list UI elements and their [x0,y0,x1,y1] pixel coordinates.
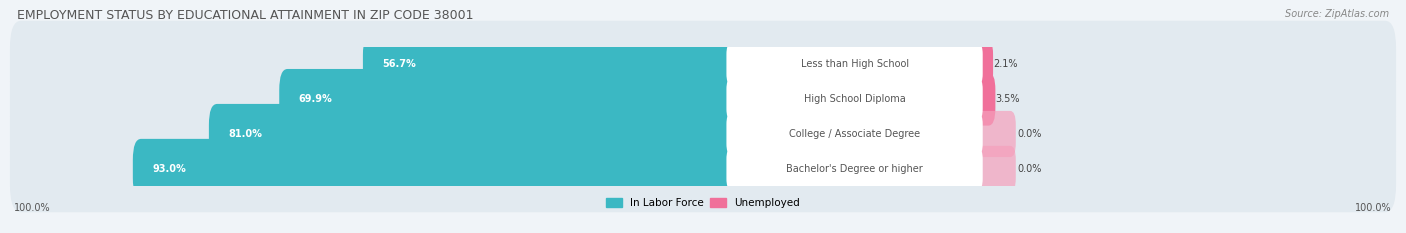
FancyBboxPatch shape [977,146,1015,192]
Legend: In Labor Force, Unemployed: In Labor Force, Unemployed [602,193,804,212]
FancyBboxPatch shape [727,149,983,189]
Text: 81.0%: 81.0% [228,129,262,139]
Text: 3.5%: 3.5% [995,94,1019,104]
FancyBboxPatch shape [977,111,1015,157]
Text: 0.0%: 0.0% [1017,164,1042,174]
Text: 0.0%: 0.0% [1017,129,1042,139]
FancyBboxPatch shape [280,69,738,129]
FancyBboxPatch shape [10,56,1396,142]
Text: EMPLOYMENT STATUS BY EDUCATIONAL ATTAINMENT IN ZIP CODE 38001: EMPLOYMENT STATUS BY EDUCATIONAL ATTAINM… [17,9,474,22]
Text: Bachelor's Degree or higher: Bachelor's Degree or higher [786,164,922,174]
FancyBboxPatch shape [363,34,738,94]
Text: Less than High School: Less than High School [800,59,908,69]
FancyBboxPatch shape [976,38,993,91]
FancyBboxPatch shape [209,104,738,164]
FancyBboxPatch shape [10,21,1396,107]
Text: 100.0%: 100.0% [1355,203,1392,213]
FancyBboxPatch shape [727,114,983,154]
Text: College / Associate Degree: College / Associate Degree [789,129,920,139]
FancyBboxPatch shape [132,139,738,199]
FancyBboxPatch shape [727,79,983,119]
Text: 2.1%: 2.1% [993,59,1018,69]
Text: 100.0%: 100.0% [14,203,51,213]
FancyBboxPatch shape [10,126,1396,212]
Text: Source: ZipAtlas.com: Source: ZipAtlas.com [1285,9,1389,19]
Text: 93.0%: 93.0% [152,164,186,174]
FancyBboxPatch shape [727,44,983,84]
FancyBboxPatch shape [976,72,995,126]
FancyBboxPatch shape [10,91,1396,177]
Text: High School Diploma: High School Diploma [804,94,905,104]
Text: 69.9%: 69.9% [298,94,332,104]
Text: 56.7%: 56.7% [382,59,416,69]
